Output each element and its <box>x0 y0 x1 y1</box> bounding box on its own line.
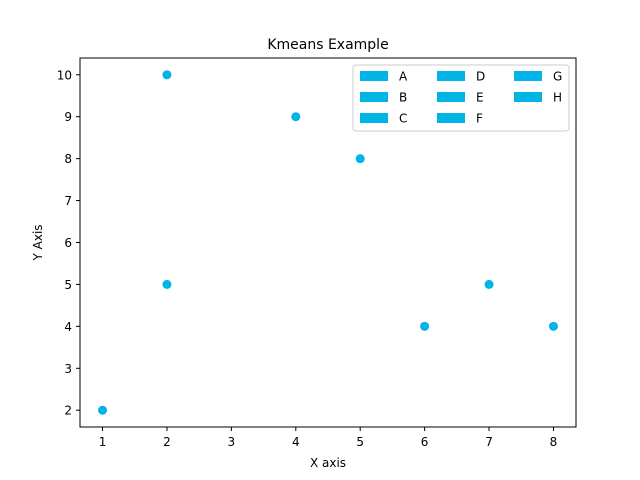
chart-title: Kmeans Example <box>267 37 388 53</box>
legend-label-c: C <box>399 112 407 126</box>
legend-swatch-h <box>514 92 542 102</box>
legend-label-a: A <box>399 70 408 84</box>
legend-label-b: B <box>399 91 407 105</box>
data-point-c <box>548 321 558 331</box>
data-point-b <box>162 279 172 289</box>
data-point-a <box>162 70 172 80</box>
plot-area <box>79 57 577 428</box>
y-tick-label: 9 <box>64 110 72 124</box>
data-point-h <box>291 112 301 122</box>
legend-swatch-d <box>437 71 465 81</box>
x-tick-label: 4 <box>292 435 300 449</box>
y-tick-label: 2 <box>64 404 72 418</box>
x-axis-label: X axis <box>310 456 346 470</box>
legend-label-f: F <box>476 112 483 126</box>
y-tick-label: 7 <box>64 194 72 208</box>
legend-label-e: E <box>476 91 484 105</box>
data-point-d <box>355 154 365 164</box>
legend-swatch-a <box>360 71 388 81</box>
legend-swatch-e <box>437 92 465 102</box>
legend-label-g: G <box>553 70 562 84</box>
x-tick-label: 1 <box>99 435 107 449</box>
y-axis-label: Y Axis <box>31 224 45 261</box>
y-tick-label: 6 <box>64 236 72 250</box>
legend-label-h: H <box>553 91 562 105</box>
data-point-f <box>420 321 430 331</box>
x-tick-label: 7 <box>485 435 493 449</box>
legend: ABC DEF GH <box>352 64 570 132</box>
legend-swatch-g <box>514 71 542 81</box>
x-tick-label: 6 <box>421 435 429 449</box>
x-tick-label: 3 <box>228 435 236 449</box>
legend-label-d: D <box>476 70 485 84</box>
y-tick-label: 10 <box>57 68 72 82</box>
x-tick-label: 2 <box>163 435 171 449</box>
legend-swatch-f <box>437 113 465 123</box>
data-points <box>98 70 558 415</box>
y-tick-label: 4 <box>64 320 72 334</box>
x-tick-label: 8 <box>550 435 558 449</box>
x-tick-label: 5 <box>356 435 364 449</box>
data-point-g <box>98 405 108 415</box>
legend-swatch-c <box>360 113 388 123</box>
data-point-e <box>484 279 494 289</box>
legend-swatch-b <box>360 92 388 102</box>
y-tick-label: 3 <box>64 362 72 376</box>
y-tick-label: 5 <box>64 278 72 292</box>
y-tick-label: 8 <box>64 152 72 166</box>
axis-ticks: 1 2 3 4 5 6 7 8 2 3 4 5 6 7 8 9 10 <box>57 68 558 449</box>
